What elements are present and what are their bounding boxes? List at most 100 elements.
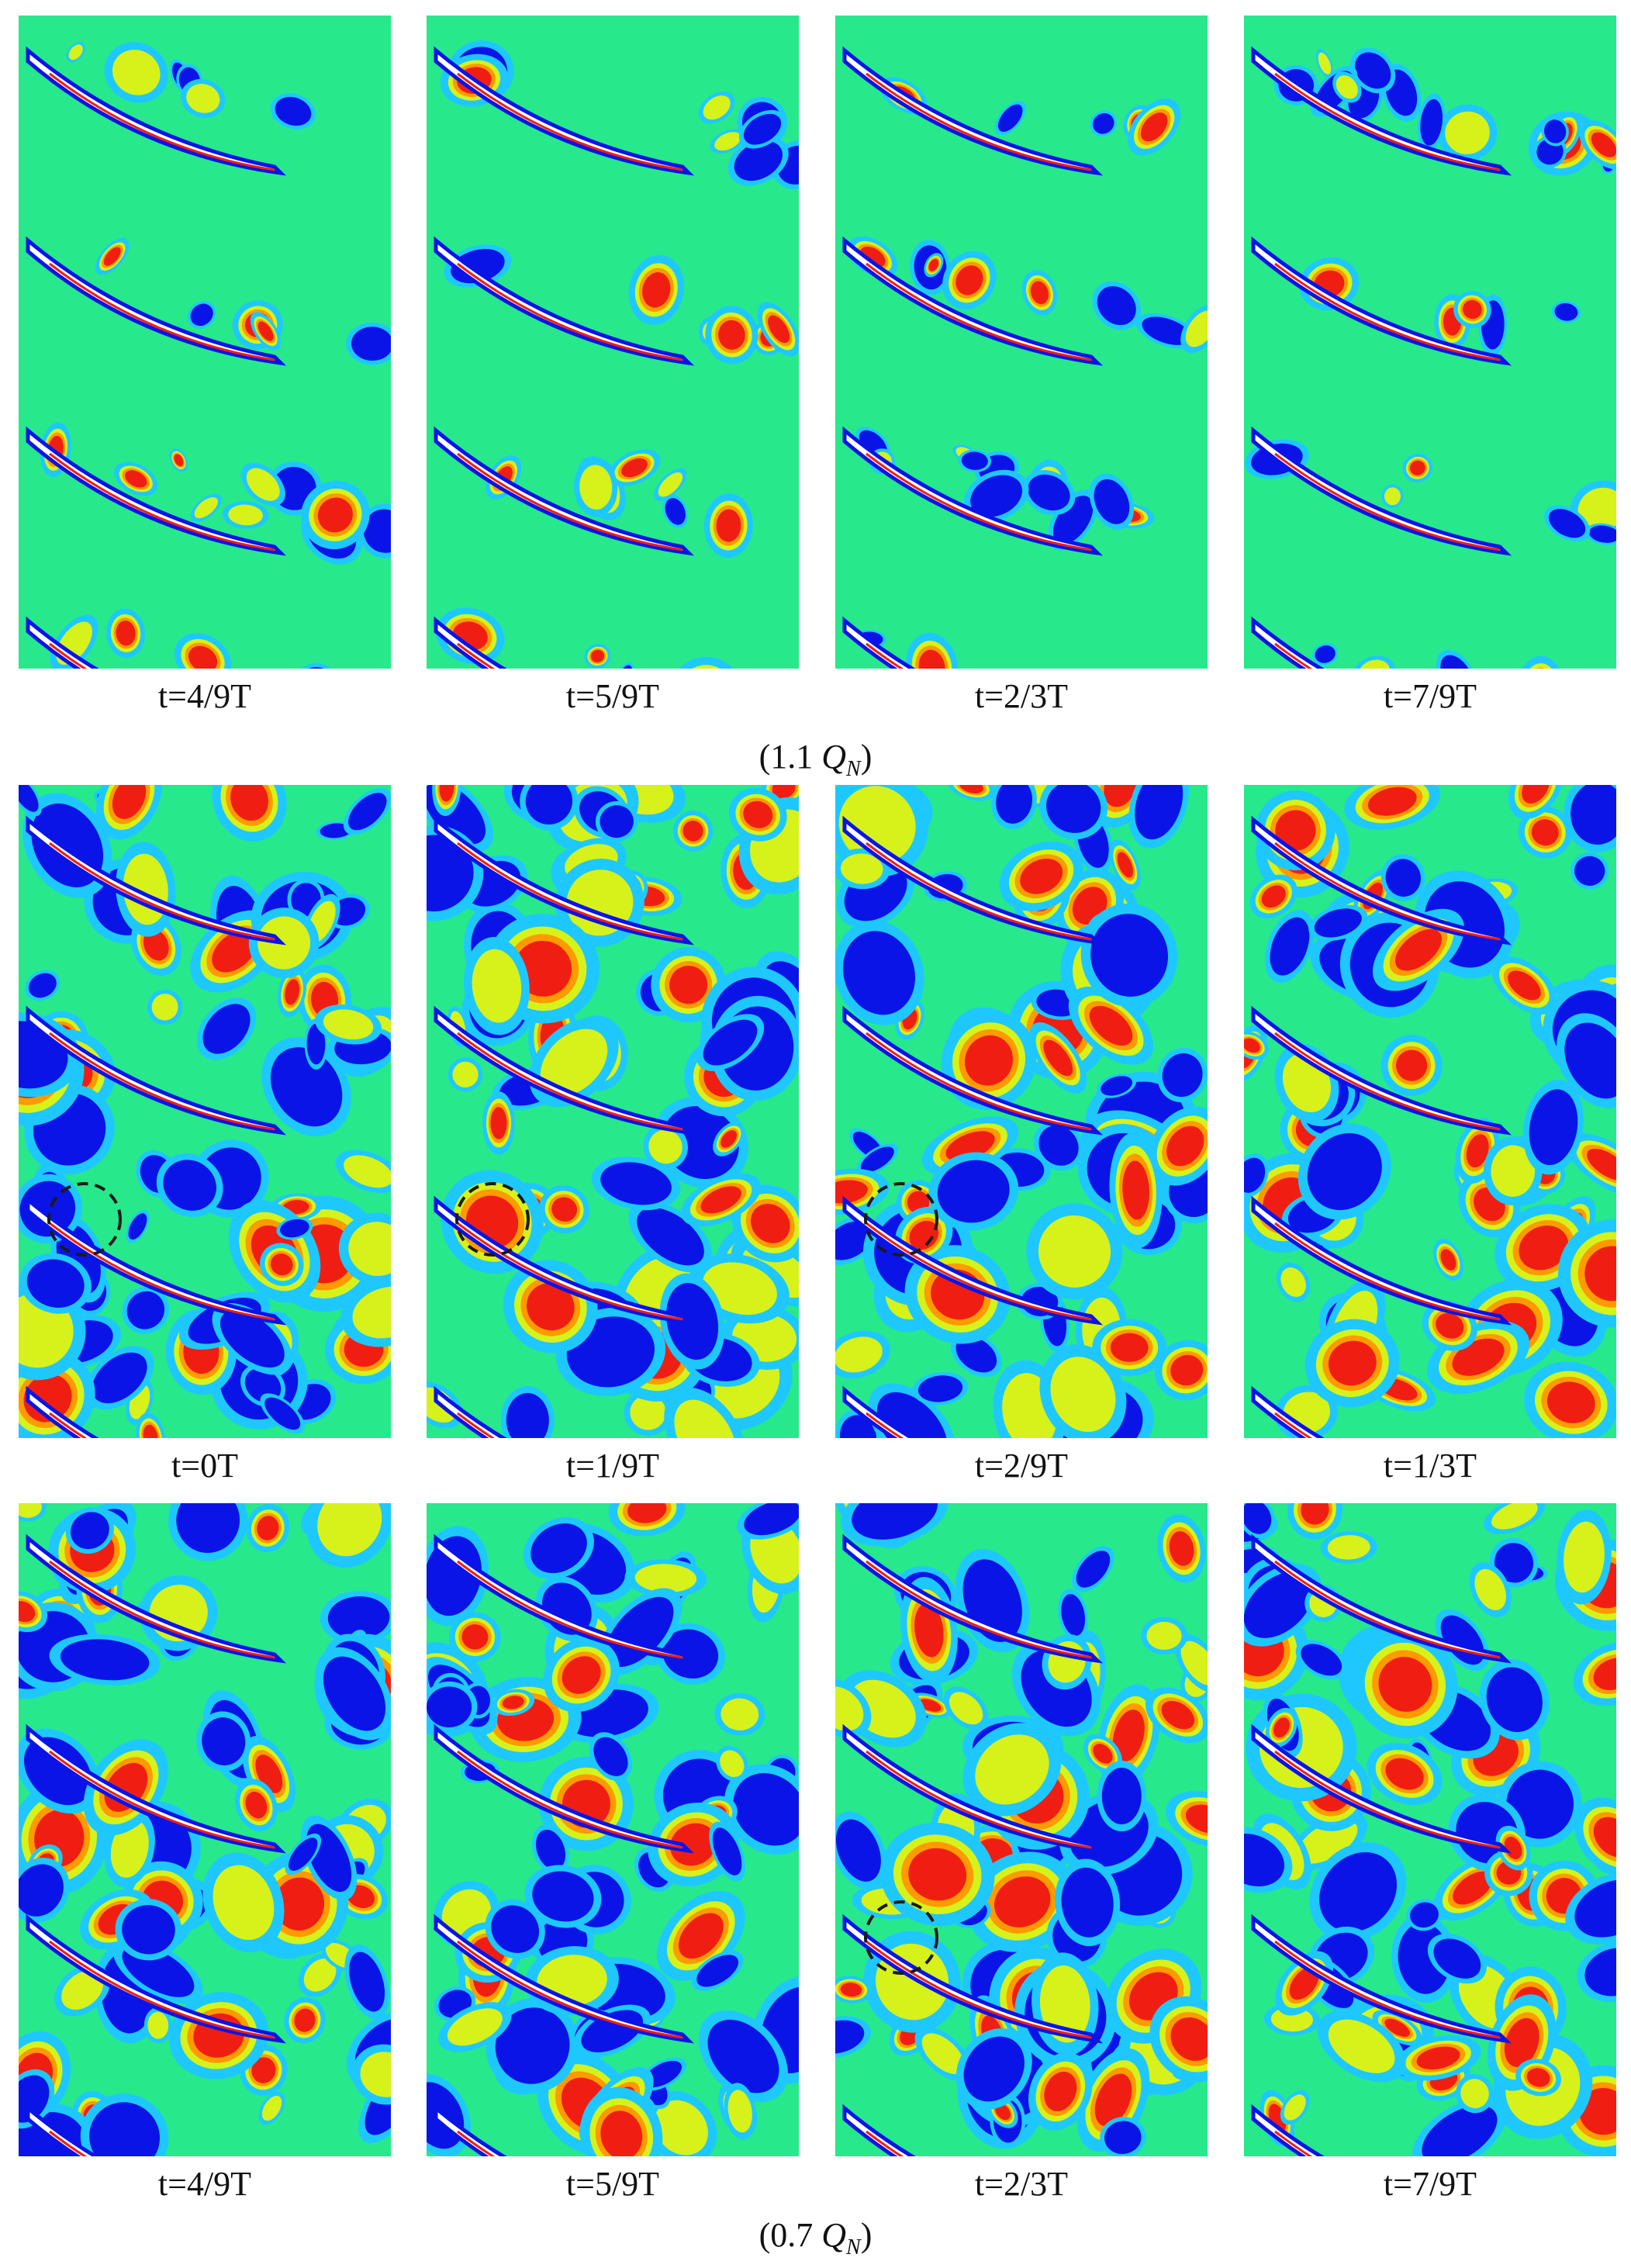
blade-profile: [434, 1723, 695, 1854]
vortex-mid: [1328, 2019, 1395, 2073]
vortex-low: [997, 104, 1023, 133]
blade-profile: [1251, 815, 1512, 946]
vortex-high: [964, 1035, 1014, 1086]
vortex-low: [1548, 509, 1586, 538]
vortex-high: [720, 1130, 738, 1148]
blade-profile: [26, 1195, 287, 1326]
blade-profile: [434, 815, 695, 946]
vortex-high: [1531, 819, 1559, 846]
contour-field: [1244, 785, 1616, 1438]
vortex-low: [1506, 1769, 1574, 1839]
blade-pressure-edge: [49, 2130, 88, 2156]
contour-panel-r1-c3: [835, 16, 1208, 669]
vortex-high: [750, 1204, 790, 1243]
vortex-low: [351, 327, 391, 361]
vortex-mid: [1384, 487, 1401, 506]
vortex-high: [1416, 2046, 1460, 2070]
blade-pressure-edge: [866, 2130, 904, 2156]
vortex-high: [1093, 1744, 1113, 1764]
vortex-high: [285, 979, 300, 1005]
blade-pressure-edge: [866, 1412, 904, 1438]
vortex-low: [270, 1047, 343, 1127]
blade-profile: [1251, 426, 1512, 556]
vortex-high: [918, 649, 945, 669]
vortex-mid: [68, 44, 83, 61]
contour-field: [835, 16, 1208, 669]
blade-profile: [434, 1005, 695, 1136]
vortex-low: [1061, 1594, 1086, 1637]
blade-profile: [26, 815, 287, 946]
vortex-mid: [246, 468, 280, 501]
vortex-low: [734, 140, 783, 182]
blade-profile: [1251, 1005, 1512, 1136]
time-caption: t=2/9T: [974, 1447, 1069, 1485]
vortex-low: [1315, 645, 1336, 663]
vortex-mid: [1327, 1535, 1370, 1560]
vortex-low: [1529, 1089, 1578, 1166]
contour-field: [1244, 16, 1616, 669]
vortex-high: [600, 2111, 643, 2156]
blade-profile: [1251, 1723, 1512, 1854]
vortex-low: [1385, 859, 1421, 897]
blade-profile: [842, 1195, 1104, 1326]
vortex-low: [637, 1207, 704, 1266]
vortex-low: [92, 1352, 147, 1404]
contour-field: [19, 1503, 391, 2156]
vortex-high: [1301, 1503, 1329, 1525]
vortex-high: [840, 1983, 862, 1997]
vortex-low: [1307, 1132, 1382, 1211]
vortex-high: [1244, 1038, 1260, 1053]
group-label-1: (1.1 QN): [758, 738, 873, 781]
vortex-low: [712, 1827, 742, 1876]
vortex-high: [590, 649, 605, 662]
highlight-circle: [47, 1182, 122, 1257]
vortex-mid: [147, 2011, 169, 2039]
vortex-high: [669, 966, 708, 1004]
vortex-high: [1117, 852, 1133, 878]
vortex-high: [1112, 1710, 1145, 1762]
vortex-low: [852, 1503, 938, 1540]
blade-pressure-edge: [1274, 1940, 1501, 2039]
vortex-high: [1089, 1005, 1133, 1046]
blade-pressure-edge: [866, 1560, 1092, 1659]
vortex-low: [662, 1629, 719, 1679]
contour-field: [427, 785, 799, 1438]
vortex-mid: [112, 50, 161, 95]
vortex-mid: [1491, 1503, 1538, 1530]
vortex-low: [1543, 119, 1567, 143]
vortex-mid: [1564, 1521, 1605, 1593]
vortex-high: [1289, 1966, 1319, 2000]
vortex-low: [427, 1536, 482, 1616]
vortex-high: [257, 1516, 279, 1540]
contour-panel-r3-c2: [427, 1503, 799, 2156]
blade-pressure-edge: [866, 72, 1092, 171]
vortex-high: [526, 1283, 575, 1331]
vortex-low: [89, 2102, 161, 2156]
blade-pressure-edge: [866, 1222, 1092, 1321]
vortex-high: [1273, 1717, 1290, 1738]
vortex-low: [1142, 316, 1191, 345]
blade-pressure-edge: [866, 1032, 1092, 1131]
vortex-high: [670, 1823, 717, 1866]
vortex-mid: [1284, 2094, 1306, 2121]
blade-pressure-edge: [457, 262, 683, 361]
vortex-low: [1433, 1938, 1481, 1979]
vortex-high: [1519, 1226, 1569, 1271]
vortex-high: [1110, 1333, 1149, 1362]
vortex-mid: [540, 1029, 608, 1096]
contour-panel-r1-c4: [1244, 16, 1616, 669]
vortex-high: [1593, 1658, 1616, 1690]
vortex-high: [627, 1503, 667, 1523]
vortex-high: [1094, 2073, 1132, 2127]
vortex-mid: [720, 1698, 759, 1730]
vortex-low: [427, 1686, 472, 1728]
vortex-low: [1564, 1022, 1616, 1099]
blade-pressure-edge: [49, 1940, 275, 2039]
vortex-low: [1420, 99, 1443, 146]
blade-profile: [842, 1533, 1104, 1664]
blade-profile: [842, 1723, 1104, 1854]
vortex-low: [1135, 785, 1184, 840]
vortex-high: [959, 785, 983, 794]
blade-pressure-edge: [49, 1222, 275, 1321]
vortex-mid: [720, 1750, 745, 1778]
